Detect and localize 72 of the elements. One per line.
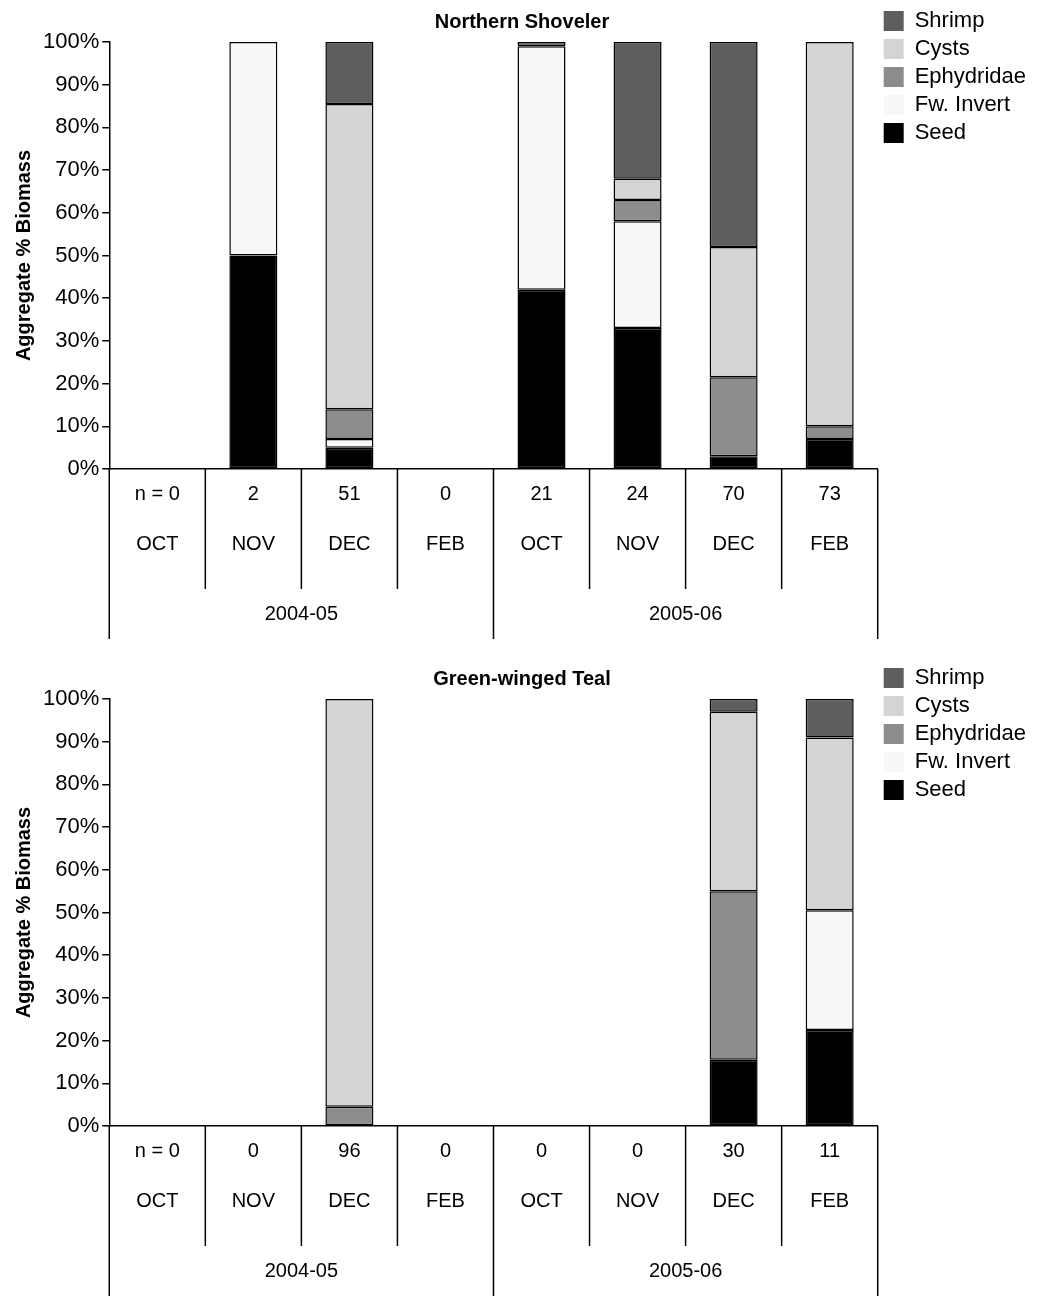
y-tick-label: 30%: [55, 326, 100, 352]
x-tick-label: FEB: [426, 1188, 465, 1211]
y-tick-label: 30%: [55, 983, 100, 1009]
legend-label: Seed: [914, 776, 967, 802]
y-tick-label: 10%: [55, 412, 100, 438]
text: 70: [722, 481, 745, 504]
y-tick-label: 80%: [55, 113, 100, 139]
y-tick-label: 10%: [55, 1069, 100, 1095]
legend-label: Seed: [914, 119, 967, 145]
x-tick-label: OCT: [136, 531, 179, 554]
text: 11: [819, 1138, 841, 1161]
legend-label: Fw. Invert: [914, 91, 1011, 117]
text: 2004-05: [264, 1258, 339, 1281]
text: 0: [632, 1138, 644, 1161]
y-tick-label: 40%: [55, 941, 100, 967]
legend-label: Fw. Invert: [914, 748, 1011, 774]
y-tick-label: 40%: [55, 284, 100, 310]
y-tick-label: 20%: [55, 1026, 100, 1052]
x-tick-label: OCT: [520, 1188, 563, 1211]
x-tick-label: OCT: [520, 531, 563, 554]
text: n = 0: [134, 1138, 180, 1161]
text: 2: [247, 481, 259, 504]
y-tick-label: 60%: [55, 855, 100, 881]
x-tick-label: FEB: [426, 531, 465, 554]
x-tick-label: NOV: [615, 1188, 660, 1211]
text: 0: [439, 1138, 452, 1161]
x-tick-label: NOV: [231, 1188, 276, 1211]
legend-label: Cysts: [914, 692, 970, 718]
y-axis-title: Aggregate % Biomass: [11, 806, 34, 1019]
y-axis-title: Aggregate % Biomass: [11, 149, 34, 362]
text: 51: [338, 481, 361, 504]
x-tick-label: DEC: [328, 531, 371, 554]
y-tick-label: 90%: [55, 727, 100, 753]
x-tick-label: FEB: [810, 531, 850, 554]
text: 0: [535, 1138, 548, 1161]
x-tick-label: DEC: [712, 531, 755, 554]
x-tick-label: OCT: [136, 1188, 179, 1211]
text: n = 0: [134, 481, 180, 504]
text: 0: [247, 1138, 259, 1161]
legend-label: Shrimp: [914, 664, 985, 690]
text: 2005-06: [648, 1258, 723, 1281]
y-tick-label: 70%: [55, 813, 100, 839]
text: 0: [439, 481, 452, 504]
text: 21: [530, 481, 553, 504]
chart-title: Green-winged Teal: [433, 666, 611, 689]
y-tick-label: 0%: [67, 455, 100, 481]
text: 24: [626, 481, 649, 504]
y-tick-label: 50%: [55, 241, 100, 267]
legend-label: Ephydridae: [914, 63, 1027, 89]
y-tick-label: 60%: [55, 198, 100, 224]
y-tick-label: 90%: [55, 70, 100, 96]
text: 2005-06: [648, 601, 723, 624]
legend-label: Shrimp: [914, 7, 985, 33]
text: 2004-05: [264, 601, 339, 624]
y-tick-label: 50%: [55, 898, 100, 924]
legend-label: Cysts: [914, 35, 970, 61]
legend-label: Ephydridae: [914, 720, 1027, 746]
chart-title: Northern Shoveler: [434, 9, 610, 32]
x-tick-label: FEB: [810, 1188, 850, 1211]
x-tick-label: NOV: [231, 531, 276, 554]
y-tick-label: 70%: [55, 156, 100, 182]
y-tick-label: 100%: [42, 685, 100, 711]
y-tick-label: 0%: [67, 1112, 100, 1138]
text: 30: [722, 1138, 745, 1161]
y-tick-label: 80%: [55, 770, 100, 796]
x-tick-label: NOV: [615, 531, 660, 554]
text: 96: [338, 1138, 361, 1161]
text: 73: [818, 481, 841, 504]
x-tick-label: DEC: [712, 1188, 755, 1211]
y-tick-label: 100%: [42, 28, 100, 54]
x-tick-label: DEC: [328, 1188, 371, 1211]
y-tick-label: 20%: [55, 369, 100, 395]
